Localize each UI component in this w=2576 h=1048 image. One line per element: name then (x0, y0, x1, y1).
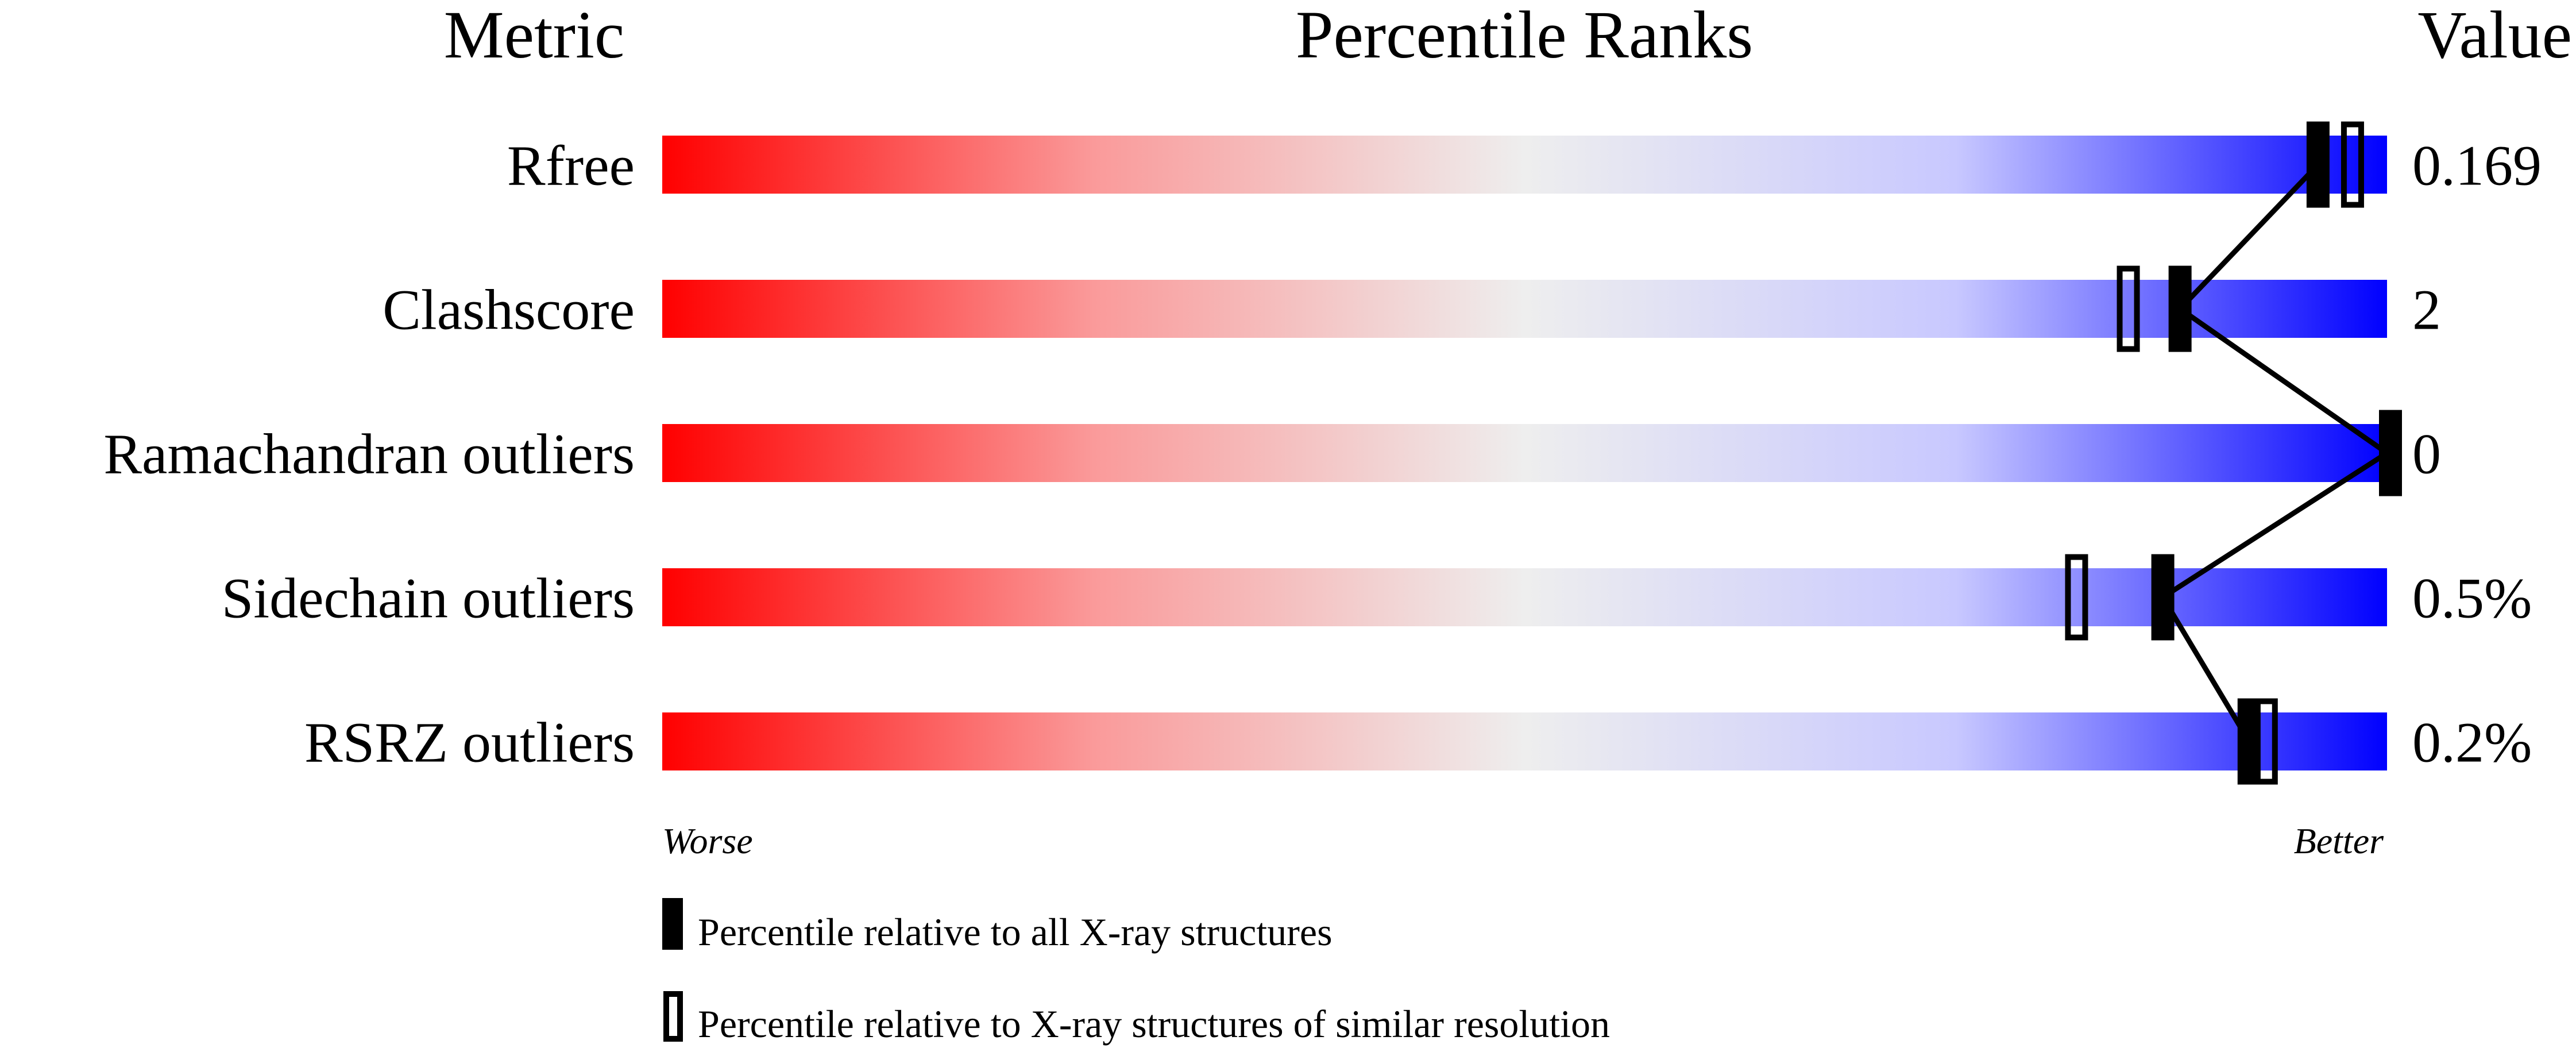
similar-resolution-marker (2254, 698, 2278, 785)
metric-value: 0.169 (2412, 134, 2542, 198)
all-structures-marker (2168, 265, 2192, 352)
better-label: Better (2294, 820, 2384, 861)
all-structures-marker (2379, 410, 2402, 496)
worse-label: Worse (662, 820, 753, 861)
connector-line (2179, 306, 2389, 456)
all-structures-marker (2306, 121, 2330, 208)
metric-value: 2 (2412, 278, 2441, 342)
header-percentile-ranks: Percentile Ranks (1296, 0, 1753, 72)
all-structures-marker (2151, 554, 2175, 641)
header-metric: Metric (444, 0, 625, 72)
percentile-bar (662, 712, 2387, 770)
percentile-bar (662, 136, 2387, 194)
metric-value: 0 (2412, 422, 2441, 486)
similar-resolution-marker (2065, 554, 2088, 641)
percentile-bar (662, 280, 2387, 338)
similar-resolution-marker (2117, 265, 2140, 352)
metric-label: RSRZ outliers (304, 711, 635, 775)
connector-line (2178, 163, 2320, 311)
legend-filled-marker-icon (662, 898, 683, 950)
metric-label: Ramachandran outliers (103, 422, 635, 486)
metric-label: Sidechain outliers (222, 567, 635, 630)
metric-label: Rfree (507, 134, 635, 198)
metric-label: Clashscore (383, 278, 635, 342)
connector-line (2160, 596, 2251, 743)
metric-value: 0.5% (2412, 567, 2532, 630)
metric-value: 0.2% (2412, 711, 2532, 775)
similar-resolution-marker (2341, 121, 2364, 208)
connector-line (2161, 450, 2389, 600)
legend-open-marker-icon (663, 991, 683, 1042)
percentile-bar (662, 424, 2387, 482)
legend-all-structures: Percentile relative to all X-ray structu… (698, 910, 1333, 954)
legend-similar-resolution: Percentile relative to X-ray structures … (698, 1002, 1610, 1046)
percentile-bar (662, 568, 2387, 626)
header-value: Value (2417, 0, 2572, 72)
